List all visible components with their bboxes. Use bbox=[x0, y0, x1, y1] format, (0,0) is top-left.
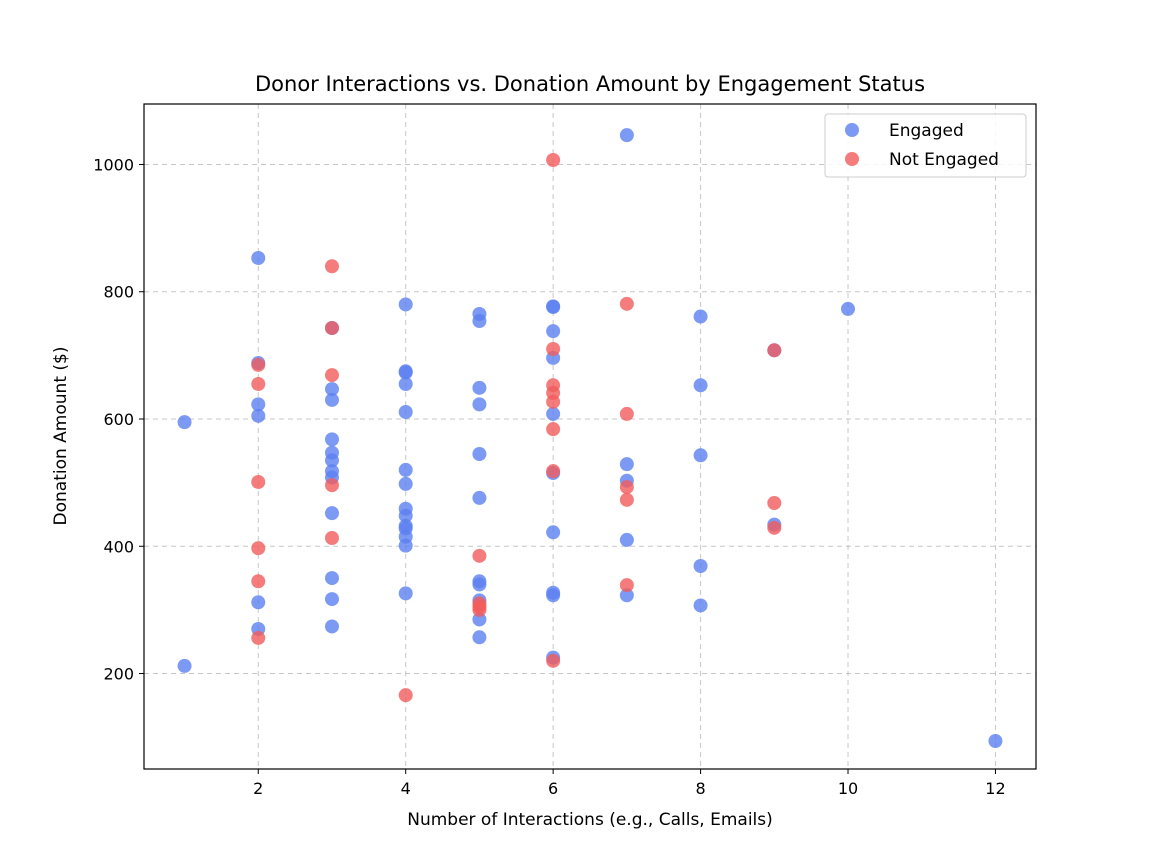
data-point-engaged bbox=[251, 409, 265, 423]
data-point-not-engaged bbox=[620, 578, 634, 592]
data-point-not-engaged bbox=[251, 358, 265, 372]
data-point-not-engaged bbox=[251, 541, 265, 555]
data-point-not-engaged bbox=[399, 688, 413, 702]
y-axis-label: Donation Amount ($) bbox=[51, 347, 71, 526]
data-point-engaged bbox=[399, 377, 413, 391]
data-point-engaged bbox=[694, 448, 708, 462]
x-tick-label: 10 bbox=[838, 779, 858, 798]
data-point-engaged bbox=[472, 397, 486, 411]
data-point-not-engaged bbox=[325, 531, 339, 545]
data-point-engaged bbox=[841, 302, 855, 316]
data-point-engaged bbox=[325, 506, 339, 520]
x-tick-label: 6 bbox=[548, 779, 558, 798]
data-point-engaged bbox=[546, 300, 560, 314]
data-point-engaged bbox=[251, 251, 265, 265]
data-point-engaged bbox=[546, 324, 560, 338]
data-point-engaged bbox=[178, 659, 192, 673]
legend-marker-engaged bbox=[845, 123, 859, 137]
x-tick-label: 8 bbox=[695, 779, 705, 798]
data-point-not-engaged bbox=[251, 377, 265, 391]
data-point-engaged bbox=[694, 310, 708, 324]
data-point-not-engaged bbox=[620, 297, 634, 311]
x-axis-label: Number of Interactions (e.g., Calls, Ema… bbox=[407, 810, 773, 830]
data-point-engaged bbox=[325, 592, 339, 606]
data-point-engaged bbox=[399, 463, 413, 477]
data-point-not-engaged bbox=[325, 321, 339, 335]
data-point-engaged bbox=[325, 393, 339, 407]
data-point-not-engaged bbox=[251, 631, 265, 645]
data-point-not-engaged bbox=[767, 521, 781, 535]
data-point-engaged bbox=[399, 586, 413, 600]
data-point-not-engaged bbox=[546, 395, 560, 409]
data-point-engaged bbox=[472, 314, 486, 328]
data-point-not-engaged bbox=[325, 259, 339, 273]
data-point-engaged bbox=[399, 297, 413, 311]
data-point-not-engaged bbox=[620, 480, 634, 494]
data-point-not-engaged bbox=[472, 603, 486, 617]
data-point-engaged bbox=[620, 457, 634, 471]
data-point-engaged bbox=[546, 407, 560, 421]
data-point-engaged bbox=[399, 477, 413, 491]
data-point-not-engaged bbox=[546, 342, 560, 356]
data-point-engaged bbox=[472, 577, 486, 591]
x-tick-label: 2 bbox=[253, 779, 263, 798]
data-point-not-engaged bbox=[546, 464, 560, 478]
x-tick-label: 12 bbox=[985, 779, 1005, 798]
y-tick-label: 800 bbox=[103, 283, 134, 302]
chart-title: Donor Interactions vs. Donation Amount b… bbox=[255, 72, 925, 96]
data-point-engaged bbox=[988, 734, 1002, 748]
y-tick-label: 400 bbox=[103, 537, 134, 556]
data-point-not-engaged bbox=[325, 478, 339, 492]
data-point-not-engaged bbox=[546, 654, 560, 668]
data-point-not-engaged bbox=[251, 574, 265, 588]
data-point-engaged bbox=[178, 415, 192, 429]
data-point-engaged bbox=[325, 432, 339, 446]
y-tick-label: 200 bbox=[103, 665, 134, 684]
data-point-engaged bbox=[694, 378, 708, 392]
data-point-engaged bbox=[399, 405, 413, 419]
data-point-engaged bbox=[399, 539, 413, 553]
legend: Engaged Not Engaged bbox=[825, 114, 1026, 177]
data-point-not-engaged bbox=[620, 493, 634, 507]
grid-layer bbox=[144, 104, 1036, 769]
data-point-engaged bbox=[325, 571, 339, 585]
legend-label-engaged: Engaged bbox=[889, 121, 964, 141]
legend-marker-not-engaged bbox=[845, 152, 859, 166]
legend-label-not-engaged: Not Engaged bbox=[889, 150, 999, 170]
data-point-not-engaged bbox=[546, 153, 560, 167]
data-point-not-engaged bbox=[472, 549, 486, 563]
data-point-engaged bbox=[694, 559, 708, 573]
data-point-engaged bbox=[472, 381, 486, 395]
data-point-not-engaged bbox=[620, 407, 634, 421]
data-point-engaged bbox=[251, 595, 265, 609]
data-point-engaged bbox=[546, 588, 560, 602]
data-point-not-engaged bbox=[767, 496, 781, 510]
data-point-engaged bbox=[620, 128, 634, 142]
x-tick-label: 4 bbox=[401, 779, 411, 798]
data-point-not-engaged bbox=[325, 368, 339, 382]
y-tick-label: 600 bbox=[103, 410, 134, 429]
data-point-not-engaged bbox=[251, 475, 265, 489]
points-layer bbox=[178, 128, 1003, 748]
data-point-engaged bbox=[472, 491, 486, 505]
data-point-not-engaged bbox=[767, 343, 781, 357]
plot-frame bbox=[144, 104, 1036, 769]
data-point-engaged bbox=[546, 525, 560, 539]
data-point-engaged bbox=[472, 630, 486, 644]
data-point-not-engaged bbox=[546, 422, 560, 436]
data-point-engaged bbox=[694, 598, 708, 612]
data-point-engaged bbox=[325, 619, 339, 633]
data-point-engaged bbox=[620, 533, 634, 547]
data-point-engaged bbox=[472, 447, 486, 461]
y-tick-label: 1000 bbox=[93, 155, 134, 174]
